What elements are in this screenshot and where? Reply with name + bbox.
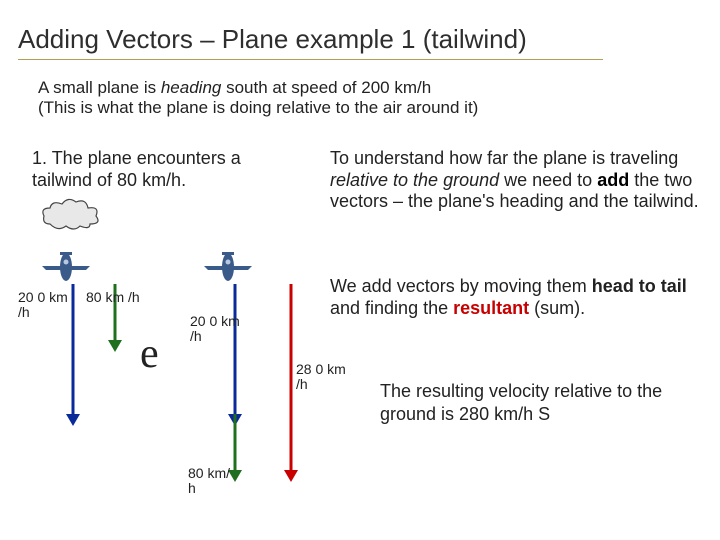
label-200-left: 20 0 km /h: [18, 290, 74, 319]
cloud-icon: [40, 198, 102, 232]
r1b: relative to the ground: [330, 170, 499, 190]
r2d: resultant: [453, 298, 529, 318]
r2a: We add vectors by moving them: [330, 276, 592, 296]
slide-title: Adding Vectors – Plane example 1 (tailwi…: [18, 24, 603, 60]
r1a: To understand how far the plane is trave…: [330, 148, 678, 168]
explain-add-vectors: To understand how far the plane is trave…: [330, 148, 702, 213]
label-80-bottom: 80 km/ h: [188, 466, 238, 495]
label-80-left: 80 km /h: [86, 290, 142, 305]
n: 28 0: [296, 361, 323, 377]
plane-icon-left: [38, 250, 94, 284]
intro-heading-word: heading: [161, 78, 222, 97]
plane-icon-right: [200, 250, 256, 284]
n: 20 0: [18, 289, 45, 305]
vector-200-right: [228, 284, 242, 424]
explain-head-to-tail: We add vectors by moving them head to ta…: [330, 276, 702, 319]
r1c: we need to: [499, 170, 597, 190]
u: km /h: [105, 289, 139, 305]
step-1-text: 1. The plane encounters a tailwind of 80…: [32, 148, 302, 191]
r2e: (sum).: [529, 298, 585, 318]
label-280: 28 0 km /h: [296, 362, 352, 391]
label-200-right: 20 0 km /h: [190, 314, 246, 343]
r1d: add: [597, 170, 629, 190]
r2c: and finding the: [330, 298, 453, 318]
intro-line2: (This is what the plane is doing relativ…: [38, 98, 478, 117]
result-text: The resulting velocity relative to the g…: [380, 380, 700, 425]
epsilon-mark: e: [140, 330, 159, 378]
intro-part-c: south at speed of 200 km/h: [221, 78, 431, 97]
intro-part-a: A small plane is: [38, 78, 161, 97]
r2b: head to tail: [592, 276, 687, 296]
n: 80: [86, 289, 102, 305]
n: 20 0: [190, 313, 217, 329]
intro-block: A small plane is heading south at speed …: [38, 78, 658, 119]
